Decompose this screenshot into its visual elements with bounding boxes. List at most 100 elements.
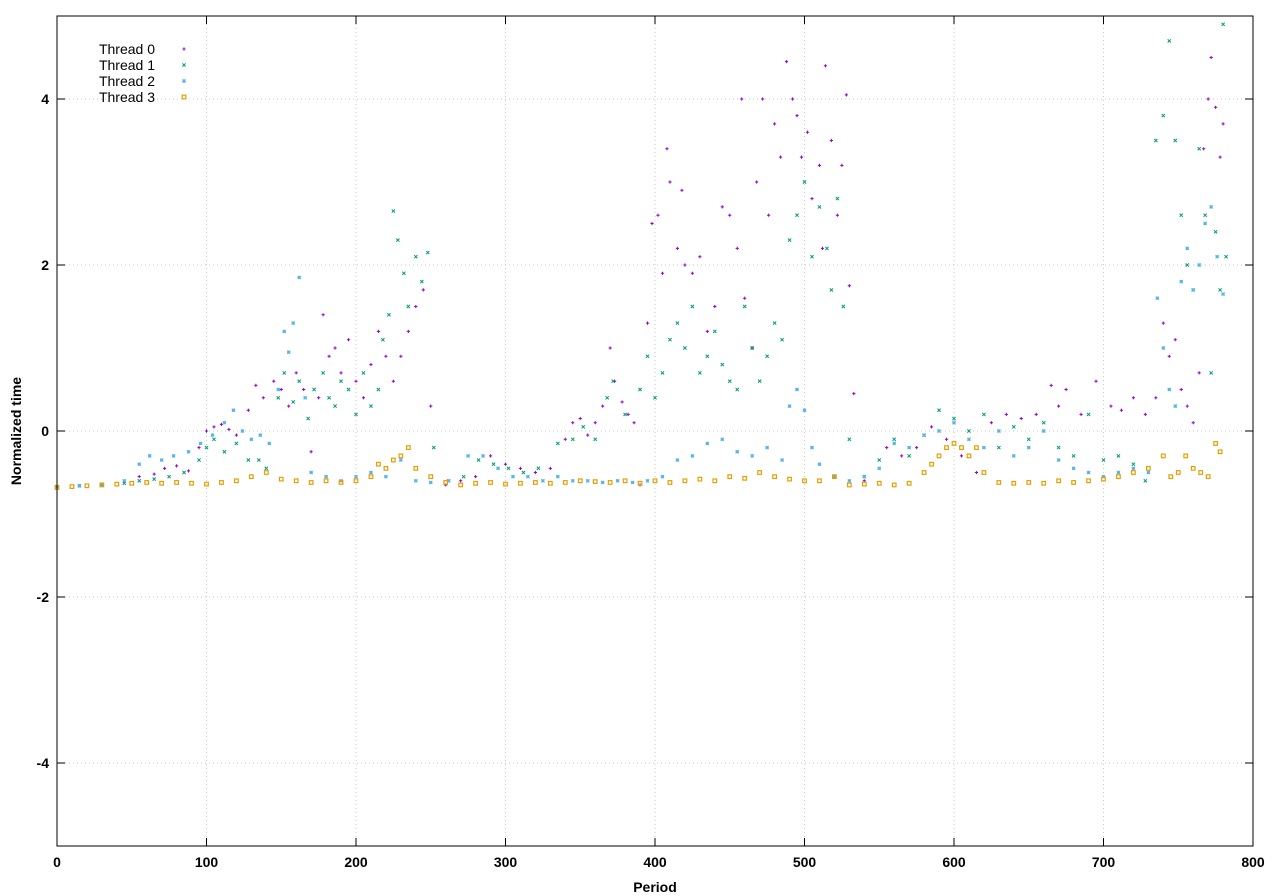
data-point [174, 480, 180, 485]
data-point [1179, 387, 1183, 392]
data-point [1191, 287, 1196, 292]
data-point [488, 480, 493, 485]
data-point [652, 478, 658, 484]
data-point [1026, 480, 1032, 485]
data-point [518, 480, 523, 486]
series-3 [54, 441, 1223, 490]
data-point [877, 458, 882, 463]
data-point [645, 478, 650, 483]
data-point [231, 408, 236, 413]
data-point [802, 478, 807, 484]
data-point [611, 379, 616, 384]
data-point [324, 474, 329, 479]
x-tick-label: 200 [344, 854, 368, 870]
data-point [720, 437, 725, 442]
data-point [1116, 474, 1121, 480]
data-point [570, 478, 575, 483]
data-point [163, 466, 167, 470]
data-point [197, 446, 201, 450]
data-point [77, 483, 82, 488]
legend-label: Thread 0 [99, 41, 155, 57]
data-point [1064, 387, 1068, 392]
data-point [1116, 470, 1121, 475]
data-point [167, 474, 172, 479]
data-point [799, 155, 804, 159]
data-point [1056, 458, 1061, 463]
data-point [1146, 470, 1151, 475]
series-1 [55, 22, 1229, 489]
data-point [99, 482, 105, 488]
data-point [605, 395, 610, 400]
legend-label: Thread 2 [99, 73, 155, 89]
data-point [376, 461, 381, 467]
data-point [368, 470, 373, 475]
data-point [428, 480, 433, 485]
data-point [1209, 370, 1214, 375]
data-point [421, 288, 425, 292]
data-point [263, 470, 269, 475]
data-point [159, 458, 164, 463]
data-point [1071, 480, 1077, 485]
data-point [772, 474, 777, 480]
data-point [1191, 421, 1195, 425]
data-point [680, 188, 684, 192]
data-point [327, 354, 331, 358]
data-point [152, 472, 156, 476]
data-point [323, 478, 329, 484]
data-point [1041, 480, 1047, 486]
data-point [84, 483, 90, 489]
data-point [287, 404, 291, 408]
data-point [1026, 445, 1031, 450]
data-point [1041, 429, 1046, 433]
data-point [511, 474, 515, 479]
data-point [1011, 453, 1016, 458]
data-point [525, 474, 530, 479]
data-point [1161, 113, 1166, 118]
data-point [1041, 420, 1046, 425]
data-point [431, 445, 436, 450]
data-point [1131, 466, 1136, 471]
data-point [981, 412, 986, 417]
data-point [817, 478, 822, 484]
data-point [743, 296, 747, 300]
data-point [607, 480, 613, 485]
data-point [1221, 22, 1226, 27]
data-point [1183, 453, 1189, 459]
data-point [466, 453, 471, 458]
data-point [1161, 321, 1165, 325]
data-point [668, 180, 672, 184]
data-point [309, 450, 313, 454]
data-point [1218, 155, 1222, 159]
data-point [936, 453, 942, 459]
data-point [773, 122, 777, 126]
data-point [69, 484, 75, 490]
data-point [189, 480, 194, 486]
data-point [533, 470, 537, 475]
data-point [966, 437, 971, 442]
data-point [246, 408, 250, 412]
data-point [608, 346, 612, 350]
data-point [240, 429, 245, 433]
data-point [728, 213, 732, 217]
data-point [405, 445, 411, 450]
data-point [820, 246, 825, 250]
data-point [297, 275, 302, 280]
data-point [877, 466, 882, 471]
data-point [847, 478, 852, 483]
data-point [406, 304, 411, 309]
data-point [682, 346, 687, 350]
data-point [780, 458, 785, 463]
data-point [787, 238, 792, 243]
data-point [137, 462, 142, 467]
data-point [712, 478, 718, 484]
data-point [892, 437, 897, 442]
data-point [1173, 138, 1178, 143]
data-point [1131, 462, 1136, 467]
y-tick-label: 2 [41, 257, 49, 273]
data-point [401, 271, 406, 276]
x-tick-label: 500 [793, 854, 817, 870]
data-point [312, 387, 317, 392]
data-point [282, 370, 287, 375]
y-tick-label: -4 [37, 755, 50, 771]
